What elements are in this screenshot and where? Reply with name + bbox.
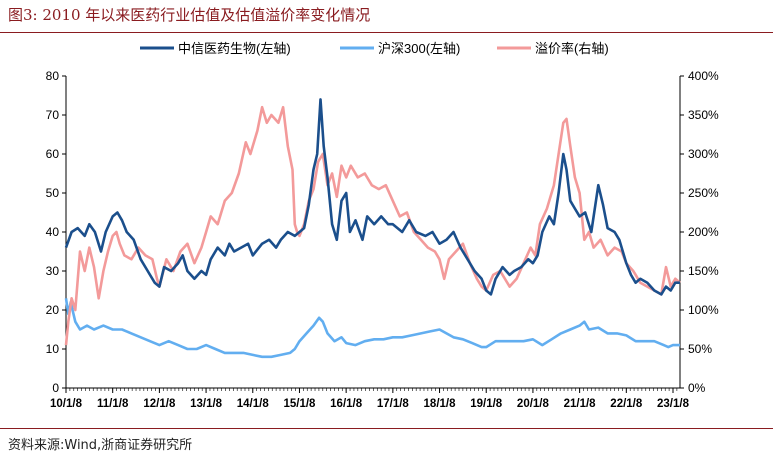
figure-title: 图3: 2010 年以来医药行业估值及估值溢价率变化情况 (8, 6, 371, 24)
y-left-tick-label: 30 (46, 264, 60, 278)
legend: 中信医药生物(左轴) 沪深300(左轴) 溢价率(右轴) (140, 41, 609, 56)
y-left-tick-label: 20 (46, 303, 60, 317)
y-right-tick-label: 250% (688, 186, 719, 200)
legend-label-0: 中信医药生物(左轴) (178, 41, 291, 56)
y-left-tick-label: 10 (46, 342, 60, 356)
series-line-1 (64, 298, 680, 359)
y-right-tick-label: 150% (688, 264, 719, 278)
x-tick-label: 21/1/8 (564, 398, 597, 410)
x-tick-label: 11/1/8 (97, 398, 129, 410)
y-right-tick-label: 300% (688, 147, 719, 161)
x-tick-label: 20/1/8 (517, 398, 550, 410)
y-right-tick-label: 50% (688, 342, 712, 356)
y-right-tick-label: 200% (688, 225, 719, 239)
x-tick-label: 18/1/8 (424, 398, 457, 410)
series-line-0 (64, 98, 680, 296)
x-tick-label: 22/1/8 (610, 398, 643, 410)
y-right-tick-label: 350% (688, 108, 719, 122)
y-left-tick-label: 40 (46, 225, 60, 239)
chart: 中信医药生物(左轴) 沪深300(左轴) 溢价率(右轴) 0 10 20 30 40 50 60… (46, 41, 719, 410)
y-left-tick-label: 0 (52, 381, 59, 395)
x-tick-label: 12/1/8 (143, 398, 176, 410)
series-line-2 (64, 105, 681, 346)
y-right-tick-label: 0% (688, 381, 706, 395)
legend-label-2: 溢价率(右轴) (535, 41, 609, 56)
legend-label-1: 沪深300(左轴) (378, 41, 460, 56)
axes: 0 10 20 30 40 50 60 70 80 0% 50% 100% 150% 200% 250% 30… (46, 69, 719, 410)
y-left-tick-label: 70 (46, 108, 60, 122)
y-left-tick-label: 80 (46, 69, 60, 83)
x-tick-label: 16/1/8 (330, 398, 363, 410)
figure-header: 图3: 2010 年以来医药行业估值及估值溢价率变化情况 (0, 0, 773, 33)
y-left-tick-label: 50 (46, 186, 60, 200)
x-tick-label: 17/1/8 (377, 398, 410, 410)
x-tick-label: 23/1/8 (657, 398, 690, 410)
x-tick-label: 10/1/8 (50, 398, 83, 410)
y-left-tick-label: 60 (46, 147, 60, 161)
x-tick-label: 14/1/8 (237, 398, 270, 410)
y-right-tick-label: 400% (688, 69, 719, 83)
x-tick-label: 19/1/8 (470, 398, 503, 410)
source-note: 资料来源:Wind,浙商证券研究所 (8, 438, 193, 453)
x-tick-label: 15/1/8 (283, 398, 316, 410)
series-group (64, 98, 681, 359)
y-right-tick-label: 100% (688, 303, 719, 317)
x-tick-label: 13/1/8 (190, 398, 223, 410)
figure-footer-rule (0, 428, 773, 429)
